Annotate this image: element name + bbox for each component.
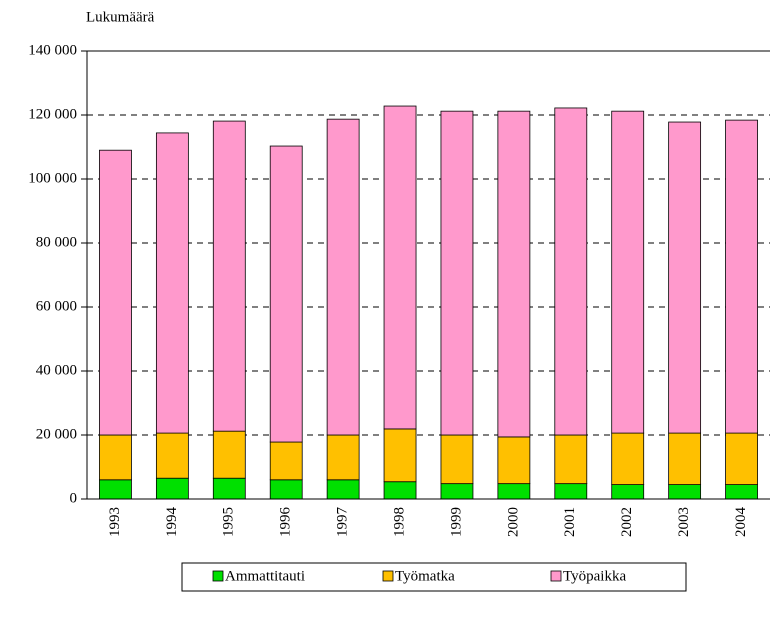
bar-segment (326, 479, 360, 500)
legend-label: Työmatka (395, 568, 455, 584)
y-tick-label: 80 000 (36, 234, 77, 250)
bar-segment (326, 118, 360, 436)
bar-segment (497, 436, 531, 485)
y-tick-label: 140 000 (28, 42, 77, 58)
legend-swatch (212, 570, 224, 582)
y-axis-label: Lukumäärä (86, 9, 155, 25)
bar-segment (497, 110, 531, 438)
bar-segment (440, 483, 474, 500)
y-tick-label: 40 000 (36, 362, 77, 378)
bar-segment (668, 121, 702, 434)
bar-segment (611, 110, 645, 434)
y-tick-label: 120 000 (28, 106, 77, 122)
bar-segment (269, 479, 303, 500)
bar-segment (99, 434, 132, 481)
legend-swatch (550, 570, 562, 582)
y-tick-label: 100 000 (28, 170, 77, 186)
x-tick-label: 1997 (335, 507, 351, 538)
bar-segment (611, 432, 645, 485)
x-tick-label: 2004 (733, 507, 749, 538)
legend-swatch (382, 570, 394, 582)
x-tick-label: 2002 (619, 507, 635, 537)
x-tick-label: 1996 (278, 507, 294, 538)
bar-segment (725, 484, 758, 500)
bar-segment (668, 432, 702, 485)
bar-segment (155, 132, 189, 434)
bar-segment (611, 484, 645, 500)
bar-segment (440, 434, 474, 485)
bar-segment (212, 477, 246, 500)
bar-segment (383, 481, 417, 500)
x-tick-label: 1995 (221, 507, 237, 537)
bar-segment (497, 483, 531, 500)
y-tick-label: 60 000 (36, 298, 77, 314)
legend-label: Ammattitauti (225, 568, 305, 584)
bar-segment (269, 441, 303, 481)
bar-segment (725, 432, 758, 485)
bar-segment (99, 479, 132, 500)
x-tick-label: 2000 (505, 507, 521, 537)
x-tick-label: 2003 (676, 507, 692, 537)
bar-segment (440, 110, 474, 436)
bar-segment (99, 149, 132, 436)
bar-segment (725, 119, 758, 434)
x-tick-label: 1998 (391, 507, 407, 537)
bar-segment (212, 120, 246, 432)
bar-segment (554, 107, 588, 436)
legend-label: Työpaikka (563, 568, 626, 584)
x-tick-label: 1999 (448, 507, 464, 537)
bar-segment (554, 434, 588, 485)
bar-segment (155, 477, 189, 500)
y-tick-label: 20 000 (36, 426, 77, 442)
bar-segment (383, 428, 417, 483)
bar-segment (668, 484, 702, 500)
legend-box (181, 562, 687, 592)
bar-segment (269, 145, 303, 443)
bar-segment (383, 105, 417, 430)
x-tick-label: 1994 (164, 507, 180, 538)
y-tick-label: 0 (70, 490, 78, 506)
bar-segment (155, 432, 189, 479)
bar-segment (212, 430, 246, 479)
x-tick-label: 2001 (562, 507, 578, 537)
bar-segment (326, 434, 360, 481)
x-tick-label: 1993 (107, 507, 123, 537)
bar-segment (554, 483, 588, 500)
